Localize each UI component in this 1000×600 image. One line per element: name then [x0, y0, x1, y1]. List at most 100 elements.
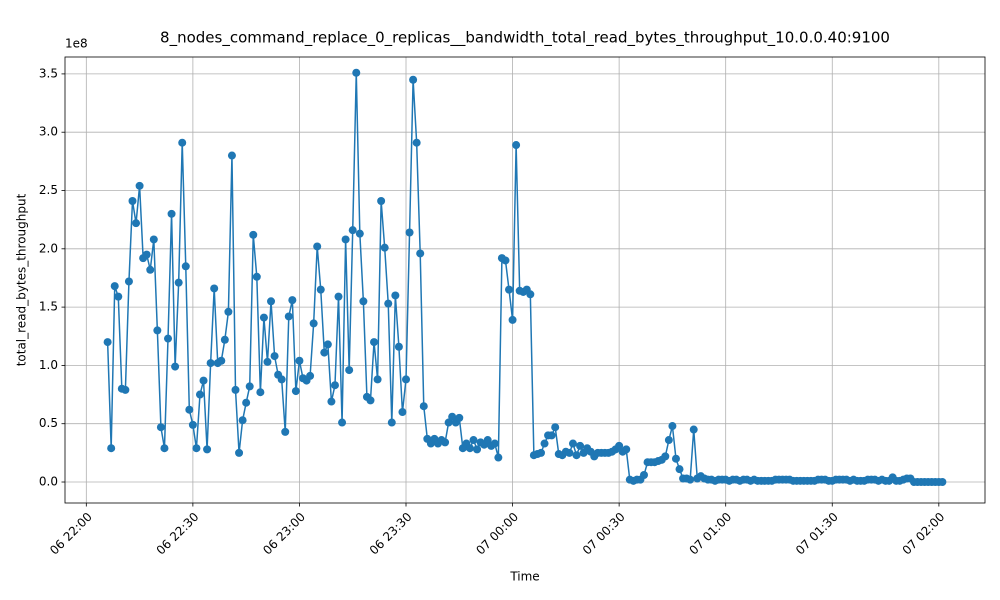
- data-point: [412, 138, 421, 147]
- y-tick-label: 3.0: [39, 125, 58, 139]
- data-point: [178, 138, 187, 147]
- data-point: [373, 375, 382, 384]
- data-point: [565, 448, 574, 457]
- data-point: [668, 422, 677, 431]
- data-point: [639, 471, 648, 480]
- data-point: [416, 249, 425, 258]
- data-point: [291, 387, 300, 396]
- y-tick-label: 1.5: [39, 300, 58, 314]
- data-point: [295, 356, 304, 365]
- y-tick-label: 2.0: [39, 241, 58, 255]
- data-point: [391, 291, 400, 300]
- data-point: [160, 444, 169, 453]
- data-point: [622, 445, 631, 454]
- data-point: [156, 423, 165, 432]
- data-point: [220, 335, 229, 344]
- y-tick-label: 1.0: [39, 358, 58, 372]
- data-point: [675, 465, 684, 474]
- data-point: [505, 285, 514, 294]
- data-point: [551, 423, 560, 432]
- data-point: [387, 418, 396, 427]
- data-point: [227, 151, 236, 160]
- data-point: [348, 226, 357, 235]
- data-point: [185, 405, 194, 414]
- data-point: [540, 439, 549, 448]
- chart-title: 8_nodes_command_replace_0_replicas__band…: [160, 29, 890, 48]
- data-point: [938, 478, 947, 487]
- data-point: [448, 412, 457, 421]
- y-tick-label: 0.5: [39, 416, 58, 430]
- data-point: [284, 312, 293, 321]
- data-point: [469, 436, 478, 445]
- data-point: [615, 441, 624, 450]
- data-point: [132, 219, 141, 228]
- data-point: [238, 416, 247, 425]
- data-point: [689, 425, 698, 434]
- data-point: [483, 436, 492, 445]
- data-point: [164, 334, 173, 343]
- data-point: [316, 285, 325, 294]
- data-point: [536, 448, 545, 457]
- data-point: [171, 362, 180, 371]
- data-point: [107, 444, 116, 453]
- data-point: [313, 242, 322, 251]
- data-point: [153, 326, 162, 335]
- data-point: [394, 342, 403, 351]
- data-point: [355, 229, 364, 238]
- data-point: [135, 181, 144, 190]
- data-point: [490, 439, 499, 448]
- data-point: [547, 431, 556, 440]
- data-point: [327, 397, 336, 406]
- data-point: [288, 296, 297, 305]
- data-point: [231, 385, 240, 394]
- data-point: [124, 277, 133, 286]
- data-point: [345, 366, 354, 375]
- data-point: [309, 319, 318, 328]
- data-point: [661, 452, 670, 461]
- data-point: [224, 307, 233, 316]
- data-point: [267, 297, 276, 306]
- data-point: [465, 444, 474, 453]
- data-point: [249, 230, 258, 239]
- data-point: [444, 418, 453, 427]
- data-point: [320, 348, 329, 357]
- data-point: [352, 68, 361, 77]
- data-point: [370, 338, 379, 347]
- data-point: [142, 250, 151, 259]
- y-tick-label: 0.0: [39, 475, 58, 489]
- data-point: [181, 262, 190, 271]
- data-point: [419, 402, 428, 411]
- data-point: [306, 371, 315, 380]
- data-point: [206, 359, 215, 368]
- data-point: [323, 340, 332, 349]
- data-point: [110, 282, 119, 291]
- data-point: [199, 376, 208, 385]
- data-point: [270, 352, 279, 361]
- data-point: [281, 427, 290, 436]
- data-point: [398, 408, 407, 417]
- data-point: [568, 439, 577, 448]
- plot-frame: [64, 56, 986, 504]
- data-point: [167, 209, 176, 218]
- data-point: [686, 475, 695, 484]
- y-axis-label: total_read_bytes_throughput: [15, 193, 29, 366]
- data-point: [664, 436, 673, 445]
- data-point: [188, 420, 197, 429]
- data-point: [235, 448, 244, 457]
- y-offset-label: 1e8: [65, 37, 88, 51]
- data-point: [277, 375, 286, 384]
- data-point: [508, 315, 517, 324]
- data-point: [441, 438, 450, 447]
- data-point: [380, 243, 389, 252]
- data-point: [512, 141, 521, 150]
- data-point: [217, 356, 226, 365]
- data-point: [334, 292, 343, 301]
- data-point: [473, 445, 482, 454]
- data-point: [671, 454, 680, 463]
- data-point: [405, 228, 414, 237]
- data-point: [341, 235, 350, 244]
- data-point: [572, 451, 581, 460]
